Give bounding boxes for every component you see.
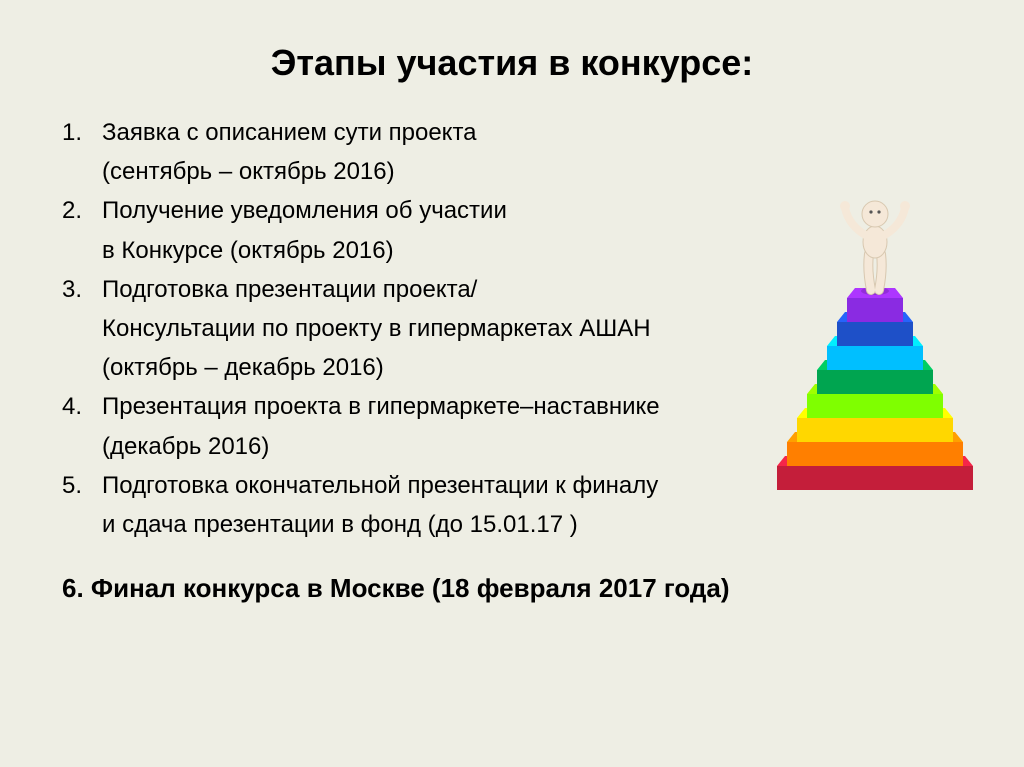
item-subtext: и сдача презентации в фонд (до 15.01.17 …: [62, 506, 964, 543]
item-number: 1.: [62, 114, 102, 151]
page-title: Этапы участия в конкурсе:: [0, 0, 1024, 114]
stairs-figure-icon: [770, 130, 980, 500]
item-number: 5.: [62, 467, 102, 504]
final-stage: 6. Финал конкурса в Москве (18 февраля 2…: [0, 573, 1024, 604]
item-number: 2.: [62, 192, 102, 229]
item-number: 3.: [62, 271, 102, 308]
item-number: 4.: [62, 388, 102, 425]
